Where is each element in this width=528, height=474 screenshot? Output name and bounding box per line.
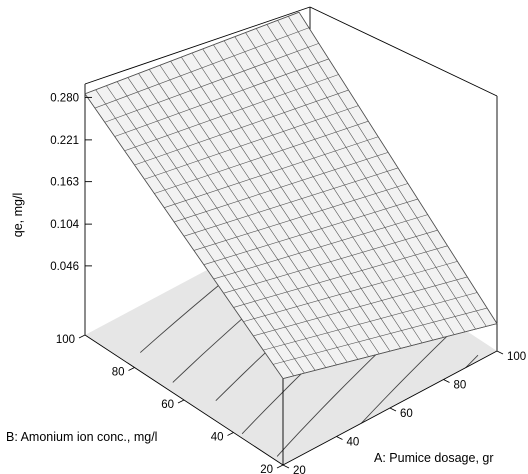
b-tick-mark [78,334,86,339]
z-tick-label: 0.280 [50,92,79,104]
a-tick-mark [389,407,397,412]
z-axis-ticks: 0.280 0.221 0.163 0.104 0.046 [50,92,92,273]
mesh-line-a [255,28,455,335]
mesh-line-a [277,20,476,330]
b-tick-label: 80 [112,367,125,379]
z-axis-title: qe, mg/l [11,193,25,237]
z-tick-label: 0.046 [50,261,79,273]
a-axis-title: A: Pumice dosage, gr [374,451,494,465]
b-tick-mark [227,432,234,436]
mesh-line-b [94,27,310,109]
mesh-line-a [223,40,423,344]
a-axis-ticks: 20 40 60 80 100 [282,350,526,474]
b-axis-ticks: 20 40 60 80 100 [56,334,284,474]
b-axis-title: B: Amonium ion conc., mg/l [6,430,157,444]
b-tick-label: 60 [161,399,174,411]
b-tick-mark [177,399,185,404]
z-tick-label: 0.163 [50,177,79,189]
a-tick-mark [443,379,450,383]
a-tick-mark [496,350,504,355]
a-tick-label: 60 [400,408,413,420]
mesh-line-b [154,120,369,194]
mesh-line-a [234,36,434,341]
a-tick-mark [336,436,343,440]
b-tick-label: 100 [56,334,75,346]
a-tick-label: 20 [293,465,306,474]
a-tick-label: 100 [507,351,526,363]
b-tick-mark [276,464,284,469]
contour-line [360,336,448,424]
b-tick-mark [128,367,135,371]
mesh-line-b [114,58,329,137]
mesh-line-a [288,16,487,327]
mesh-line-a [266,24,466,333]
box-edge [309,6,498,97]
mesh-line-b [164,136,379,209]
mesh-line-b [144,105,359,180]
mesh-line-b [84,11,300,95]
mesh-line-a [245,32,444,338]
b-tick-label: 40 [211,432,224,444]
mesh-line-a [213,44,412,346]
a-tick-label: 80 [454,380,467,392]
mesh-line-b [134,89,349,166]
mesh-line-a [202,48,401,349]
box-edge [84,6,311,85]
a-tick-mark [282,464,290,469]
mesh-line-b [124,74,339,152]
mesh-line-b [104,43,319,123]
z-tick-label: 0.221 [50,135,79,147]
mesh-line-a [298,12,498,324]
mesh-line-b [183,167,399,237]
surface-mesh [84,11,498,379]
z-tick-label: 0.104 [50,219,79,231]
mesh-line-a [84,93,284,379]
a-tick-label: 40 [347,437,360,449]
mesh-line-b [174,152,389,223]
contour-line [465,354,479,369]
b-tick-label: 20 [260,464,273,474]
